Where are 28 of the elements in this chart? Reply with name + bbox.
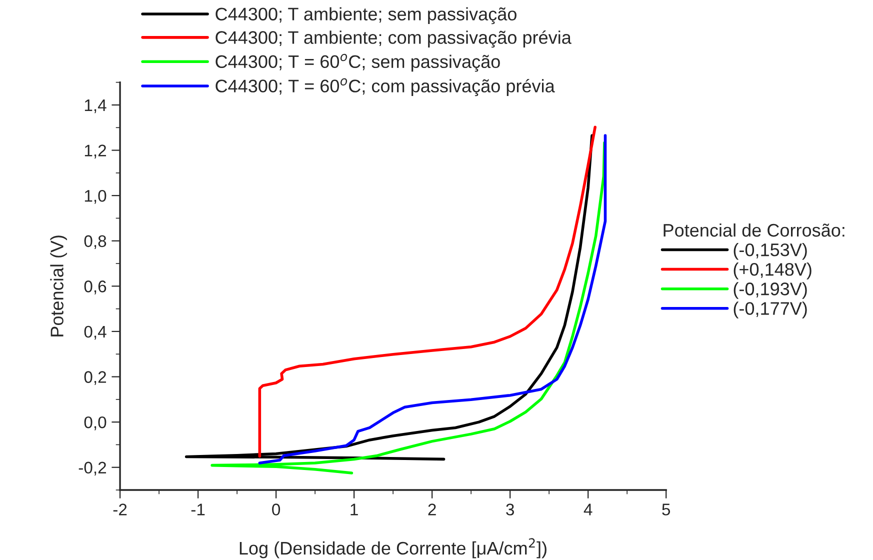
x-tick-label: 3 [506,504,514,516]
x-tick-label: 1 [350,504,358,516]
legend-label: C44300; T = 60$^{o}$C; com passivação prévia [216,78,555,96]
y-tick-label: 0,8 [84,235,106,250]
y-axis-title: Potencial (V) [50,236,68,336]
y-tick-label: 0,2 [84,371,106,385]
legend-label: C44300; T = 60$^{o}$C; sem passivação [216,54,500,72]
text: (-0,193V) [734,282,807,299]
text: (+0,148V) [734,262,812,280]
x-tick-label: 4 [584,504,592,516]
x-tick-label: 2 [428,504,436,516]
x-tick-label: 0 [272,504,280,516]
x-tick-label: 5 [662,504,670,516]
y-tick-label: 0,0 [84,416,106,430]
legend-label: C44300; T ambiente; sem passivação [216,7,516,24]
y-tick-label: -0,2 [78,462,106,476]
legend-label: C44300; T ambiente; com passivação prévia [216,30,572,48]
x-tick-label: -2 [113,504,127,516]
y-tick-label: 0,6 [84,280,106,294]
y-tick-label: 0,4 [84,326,106,340]
y-tick-label: 1,2 [84,144,106,158]
y-tick-label: 1,0 [84,190,106,204]
y-tick-label: 1,4 [84,100,106,114]
text: (-0,177V) [734,302,807,318]
x-tick-label: -1 [191,504,205,516]
x-axis-title: Log (Densidade de Corrente [μA/cm$^{2}$]) [240,538,546,558]
legend-title: Potencial de Corrosão: [664,223,844,237]
text: (-0,153V) [734,242,807,260]
